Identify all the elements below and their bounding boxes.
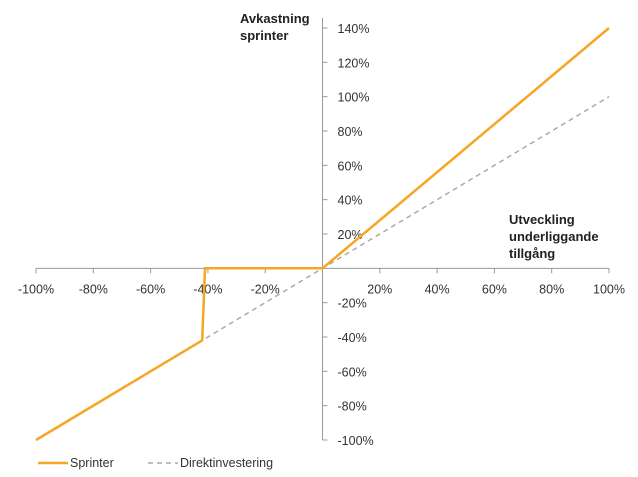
y-tick-label: -20%	[338, 297, 367, 311]
legend: Sprinter Direktinvestering	[38, 456, 273, 470]
y-tick-label: 120%	[338, 56, 370, 70]
y-tick-label: -80%	[338, 400, 367, 414]
x-tick-label: 80%	[539, 282, 564, 296]
x-tick-label: 40%	[425, 282, 450, 296]
x-tick-label: -80%	[79, 282, 108, 296]
y-tick-label: 80%	[338, 125, 363, 139]
x-tick-label: -60%	[136, 282, 165, 296]
y-tick-label: -60%	[338, 365, 367, 379]
x-tick-label: 20%	[367, 282, 392, 296]
legend-label-direktinvestering: Direktinvestering	[180, 456, 273, 470]
y-tick-label: 60%	[338, 159, 363, 173]
y-tick-label: 40%	[338, 194, 363, 208]
x-axis-title-line: underliggande	[509, 229, 599, 244]
series-line-sprinter	[35, 27, 610, 442]
y-tick-label: -100%	[338, 434, 374, 448]
legend-label-sprinter: Sprinter	[70, 456, 114, 470]
y-tick-label: -40%	[338, 331, 367, 345]
y-tick-label: 100%	[338, 91, 370, 105]
x-tick-label: -100%	[18, 282, 54, 296]
y-axis-title-line: Avkastning	[240, 11, 310, 26]
x-axis-title-line: tillgång	[509, 246, 555, 261]
x-tick-label: -20%	[251, 282, 280, 296]
x-tick-label: 100%	[593, 282, 625, 296]
x-tick-label: -40%	[193, 282, 222, 296]
series-lines	[35, 27, 610, 442]
x-tick-label: 60%	[482, 282, 507, 296]
y-axis-title-line: sprinter	[240, 28, 288, 43]
axis-titles: Avkastning sprinter Utveckling underliggand…	[240, 11, 599, 261]
y-tick-label: 140%	[338, 22, 370, 36]
y-tick-label: 20%	[338, 228, 363, 242]
x-axis-title-line: Utveckling	[509, 212, 575, 227]
